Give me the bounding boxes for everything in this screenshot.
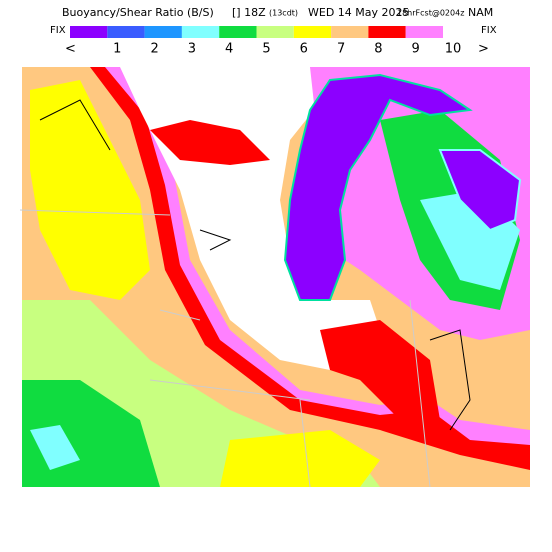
run: [] 18Z — [232, 6, 266, 19]
legend-swatch — [144, 26, 182, 38]
contours — [39, 99, 471, 431]
zone-red-south — [320, 320, 440, 420]
lake-huron — [438, 149, 522, 232]
map — [19, 67, 530, 488]
prev-button[interactable]: < — [65, 42, 76, 57]
legend-swatch — [181, 26, 220, 38]
model: NAM — [468, 6, 493, 19]
fix-left[interactable]: FIX — [50, 25, 66, 36]
color-legend: 1 2 3 4 5 6 7 8 9 10 — [70, 26, 461, 57]
legend-label: 10 — [445, 42, 462, 57]
legend-label: 8 — [374, 42, 382, 57]
state-borders — [19, 209, 431, 488]
legend-swatch — [107, 26, 145, 38]
zone-yellow-south — [220, 430, 380, 487]
next-button[interactable]: > — [478, 42, 489, 57]
legend-label: 6 — [300, 42, 308, 57]
title: Buoyancy/Shear Ratio (B/S) — [62, 6, 214, 19]
legend-label: 5 — [262, 42, 270, 57]
fix-right[interactable]: FIX — [481, 25, 497, 36]
legend-swatch — [331, 26, 369, 38]
valid-time: WED 14 May 2025 — [308, 6, 410, 19]
run-note: (13cdt) — [269, 9, 298, 18]
legend-label: 2 — [150, 42, 158, 57]
legend-swatch — [368, 26, 406, 38]
legend-label: 3 — [188, 42, 196, 57]
forecast-hour: 18hrFcst@0204z — [397, 9, 464, 18]
legend-swatch — [256, 26, 294, 38]
lake-michigan — [283, 73, 473, 301]
zone-cyan — [30, 425, 80, 470]
zone-yellow — [30, 80, 150, 300]
legend-swatch — [70, 26, 108, 38]
legend-swatch — [405, 26, 443, 38]
legend-label: 4 — [225, 42, 233, 57]
legend-label: 9 — [412, 42, 420, 57]
legend-swatch — [293, 26, 332, 38]
zone-red-north — [150, 120, 270, 165]
legend-label: 1 — [113, 42, 121, 57]
legend-label: 7 — [337, 42, 345, 57]
legend-swatch — [219, 26, 257, 38]
